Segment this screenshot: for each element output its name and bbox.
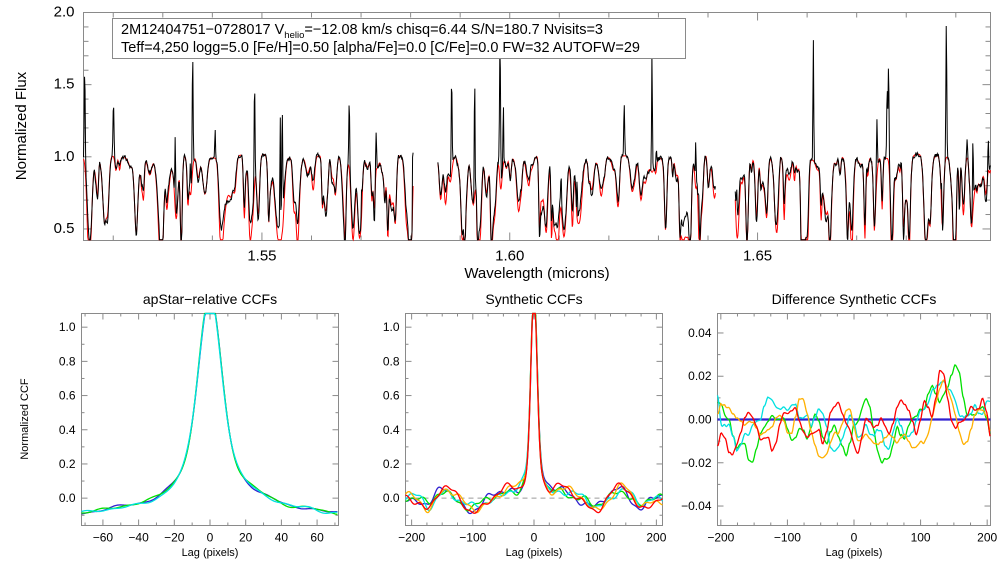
difference-ccf-x-axis-title: Lag (pixels): [826, 547, 883, 559]
difference-ccf-curves: [716, 364, 991, 464]
svg-text:0: 0: [207, 531, 214, 545]
svg-text:−100: −100: [459, 531, 486, 545]
synthetic-ccf-curve-visit-3: [405, 312, 664, 512]
svg-text:200: 200: [646, 531, 666, 545]
difference-ccf-y-ticklabels: −0.04 −0.02 0.00 0.02 0.04: [681, 326, 712, 513]
svg-text:0.4: 0.4: [383, 423, 400, 437]
apstar-ccf-curve-visit-3: [81, 312, 338, 514]
difference-ccf-curve-combined: [716, 369, 991, 456]
spectrum-y-axis-title: Normalized Flux: [13, 71, 30, 180]
svg-text:−40: −40: [128, 531, 149, 545]
svg-text:−200: −200: [707, 531, 734, 545]
spectrum-x-ticklabels: 1.55 1.60 1.65: [247, 248, 772, 265]
svg-text:0.2: 0.2: [59, 457, 76, 471]
synthetic-ccf-curve-visit-2: [405, 312, 663, 512]
apstar-ccf-panel: 0.0 0.2 0.4 0.6 0.8 1.0 −60 −40 −20 0 20 40 60 apSt…: [19, 291, 339, 559]
spectrum-observed-seg-1: [437, 48, 716, 241]
info-box-line1: 2M12404751−0728017 Vhelio=−12.08 km/s ch…: [121, 22, 603, 41]
svg-text:1.0: 1.0: [54, 148, 75, 165]
apstar-ccf-x-ticklabels: −60 −40 −20 0 20 40 60: [93, 531, 324, 545]
svg-text:−0.04: −0.04: [681, 499, 712, 513]
synthetic-ccf-title: Synthetic CCFs: [485, 291, 582, 307]
svg-text:1.65: 1.65: [743, 248, 772, 265]
svg-text:−20: −20: [164, 531, 185, 545]
svg-text:0: 0: [531, 531, 538, 545]
svg-text:0.0: 0.0: [383, 491, 400, 505]
synthetic-ccf-curve-visit-1: [405, 312, 663, 515]
spectrum-x-axis-title: Wavelength (microns): [464, 265, 609, 282]
svg-text:1.55: 1.55: [247, 248, 276, 265]
svg-text:0.04: 0.04: [688, 326, 712, 340]
svg-text:0.6: 0.6: [59, 389, 76, 403]
difference-ccf-panel: −0.04 −0.02 0.00 0.02 0.04 −200 −100 0 100 200 D…: [681, 291, 997, 559]
apstar-ccf-y-ticklabels: 0.0 0.2 0.4 0.6 0.8 1.0: [59, 320, 76, 505]
spectrum-observed-seg-2: [734, 25, 991, 241]
synthetic-ccf-x-ticklabels: −200 −100 0 100 200: [398, 531, 667, 545]
svg-text:100: 100: [585, 531, 605, 545]
info-box: 2M12404751−0728017 Vhelio=−12.08 km/s ch…: [112, 18, 686, 59]
svg-text:0.8: 0.8: [383, 354, 400, 368]
synthetic-ccf-panel: 0.0 0.2 0.4 0.6 0.8 1.0 −200 −100 0 100 200 Synth…: [383, 291, 667, 559]
svg-text:0.6: 0.6: [383, 389, 400, 403]
apstar-ccf-y-axis-title: Normalized CCF: [19, 378, 31, 460]
apstar-ccf-title: apStar−relative CCFs: [143, 291, 277, 307]
svg-text:0.4: 0.4: [59, 423, 76, 437]
apstar-ccf-x-axis-title: Lag (pixels): [182, 547, 239, 559]
spectrum-panel: 0.5 1.0 1.5 2.0 1.55 1.60 1.65 Wavelength (mi…: [13, 4, 991, 282]
spectrum-curves: [83, 25, 991, 242]
apstar-ccf-ticks: [81, 313, 339, 526]
apstar-ccf-frame: [81, 313, 339, 526]
svg-text:1.0: 1.0: [59, 320, 76, 334]
difference-ccf-title: Difference Synthetic CCFs: [772, 291, 937, 307]
svg-text:−0.02: −0.02: [681, 456, 712, 470]
apstar-ccf-curve-visit-1: [81, 312, 338, 515]
svg-text:0.00: 0.00: [688, 413, 712, 427]
svg-text:2.0: 2.0: [54, 4, 75, 21]
svg-text:40: 40: [275, 531, 289, 545]
svg-text:0.2: 0.2: [383, 457, 400, 471]
difference-ccf-curve-visit-2: [717, 364, 991, 464]
svg-text:1.60: 1.60: [495, 248, 524, 265]
synthetic-ccf-curve-combined: [405, 312, 663, 514]
svg-text:1.5: 1.5: [54, 76, 75, 93]
svg-text:−100: −100: [774, 531, 801, 545]
synthetic-ccf-curve-visit-4: [405, 312, 663, 514]
svg-text:0: 0: [851, 531, 858, 545]
svg-text:60: 60: [310, 531, 324, 545]
svg-text:0.5: 0.5: [54, 220, 75, 237]
spectrum-observed-seg-0: [83, 61, 414, 241]
info-box-line2: Teff=4,250 logg=5.0 [Fe/H]=0.50 [alpha/F…: [121, 40, 640, 56]
svg-text:−200: −200: [398, 531, 425, 545]
svg-text:100: 100: [911, 531, 931, 545]
svg-text:0.02: 0.02: [688, 369, 712, 383]
svg-text:20: 20: [239, 531, 253, 545]
spectrum-y-ticklabels: 0.5 1.0 1.5 2.0: [54, 4, 75, 237]
svg-text:−60: −60: [93, 531, 114, 545]
difference-ccf-ticks: [717, 313, 991, 526]
synthetic-ccf-y-ticklabels: 0.0 0.2 0.4 0.6 0.8 1.0: [383, 320, 400, 505]
svg-text:0.0: 0.0: [59, 491, 76, 505]
apstar-ccf-curves: [81, 312, 338, 516]
synthetic-ccf-x-axis-title: Lag (pixels): [506, 547, 563, 559]
svg-text:200: 200: [977, 531, 997, 545]
difference-ccf-x-ticklabels: −200 −100 0 100 200: [707, 531, 997, 545]
spectrum-frame: [83, 12, 991, 241]
svg-text:0.8: 0.8: [59, 354, 76, 368]
svg-text:1.0: 1.0: [383, 320, 400, 334]
synthetic-ccf-curves: [405, 312, 664, 515]
synthetic-ccf-ticks: [405, 313, 663, 526]
apstar-ccf-curve-visit-2: [81, 312, 338, 516]
